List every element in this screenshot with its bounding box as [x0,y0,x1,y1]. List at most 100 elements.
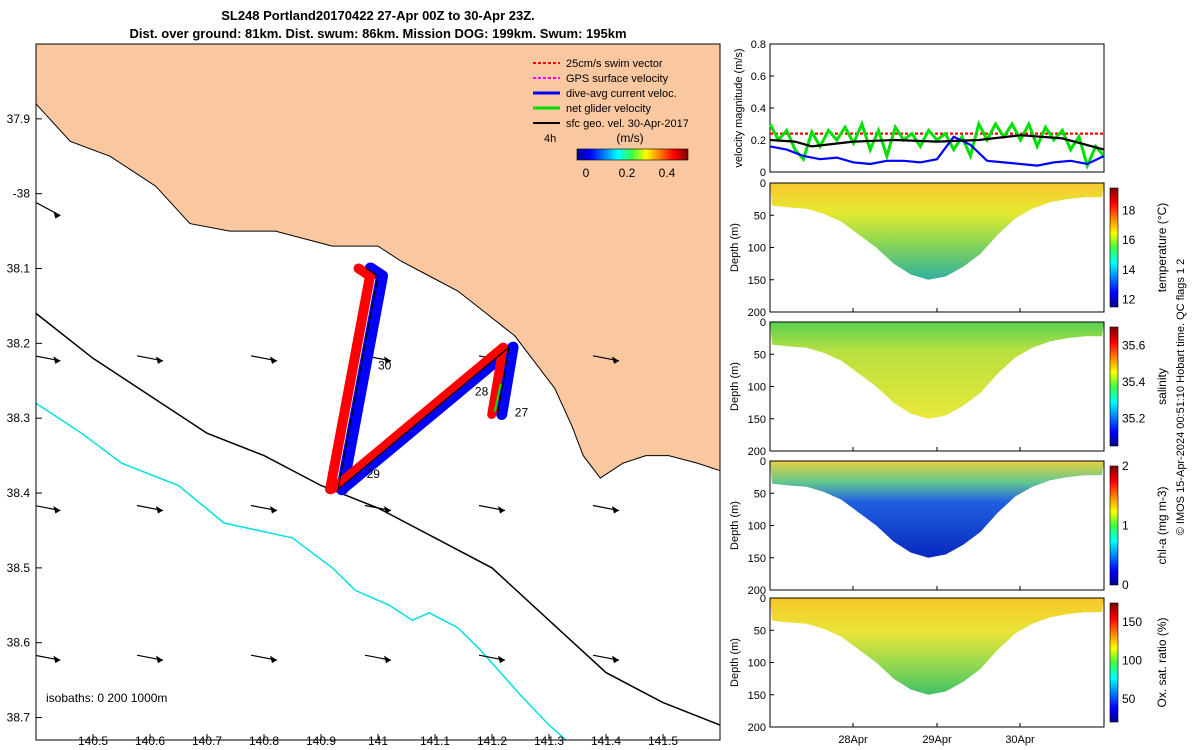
depth-tick-label: 50 [754,488,766,500]
geo-velocity-arrow [36,654,61,664]
velocity-y-tick-label: 0 [760,167,766,179]
map-x-tick-label: 141 [368,734,388,748]
map-colorbar-tick-2: 0.4 [659,166,676,180]
depth-tick-label: 200 [748,722,766,734]
colorbar-tick-label: 12 [1122,293,1136,307]
map-x-tick-label: 141.3 [534,734,564,748]
isobath-label: isobaths: 0 200 1000m [46,691,167,705]
geo-velocity-arrow [250,504,278,514]
depth-tick-label: 200 [748,585,766,597]
geo-velocity-arrow [592,504,620,514]
section-panel-salinity: 0 50 100 150 200 Depth (m) 35.2 35.4 35.6 salinit… [729,317,1169,458]
swim-vector-band [327,342,508,494]
geo-velocity-arrow [592,654,620,664]
date-label-28apr: 28Apr [838,734,868,746]
velocity-y-tick-label: 0.2 [751,135,766,147]
map-x-tick-label: 140.6 [135,734,165,748]
depth-tick-label: 200 [748,446,766,458]
velocity-y-tick-label: 0.4 [751,103,766,115]
map-y-tick-label: 38.1 [7,262,31,276]
map-x-tick-label: 140.8 [249,734,279,748]
geo-velocity-arrow [250,654,278,664]
map-x-tick-label: 140.5 [78,734,108,748]
map-colorbar [576,148,689,161]
dive-avg-current-band [336,341,519,495]
depth-tick-label: 150 [748,553,766,565]
legend-sfc-geo-velocity-label: sfc geo. vel. 30-Apr-2017 [566,118,689,130]
map-x-tick-label: 140.9 [306,734,336,748]
geo-velocity-arrow [36,355,61,364]
swim-vector-band [325,263,375,495]
map-colorbar-tick-0: 0 [583,166,590,180]
colorbar-tick-label: 0 [1122,578,1129,592]
colorbar-label: chl-a (mg m-3) [1155,486,1169,564]
depth-axis-label: Depth (m) [729,223,741,272]
colorbar-tick-label: 150 [1122,615,1142,629]
section-data-field [770,461,1104,558]
day-label: 29 [367,467,381,481]
legend-net-glider-velocity-label: net glider velocity [566,103,651,115]
velocity-y-tick-label: 0.6 [751,71,766,83]
map-y-tick-label: 38.7 [7,711,31,725]
colorbar-tick-label: 35.6 [1122,338,1146,352]
colorbar-tick-label: 100 [1122,654,1142,668]
land-area [36,44,720,479]
depth-tick-label: 50 [754,210,766,222]
section-data-field [770,598,1104,695]
track-day-labels: 27 28 29 30 [367,359,529,482]
map-x-tick-labels: 140.5 140.6 140.7 140.8 140.9 141 141.1 141.2 14… [78,734,678,748]
section-data-field [770,183,1104,280]
section-panel-chl-a: 0 50 100 150 200 Depth (m) 0 1 2 chl-a (mg m-3) [729,456,1169,597]
velocity-series [768,119,1106,171]
colorbar-label: salinity [1155,368,1169,405]
depth-tick-label: 0 [760,593,766,605]
velocity-y-tick-label: 0.8 [751,39,766,51]
velocity-panel: 0 0.2 0.4 0.6 0.8 velocity magnitude (m/s) [733,39,1106,179]
depth-axis-label: Depth (m) [729,501,741,550]
map-y-tick-labels: 37.9 -38 38.1 38.2 38.3 38.4 38.5 38.6 38.7 [7,112,42,725]
section-colorbar [1109,326,1119,447]
map-legend: 25cm/s swim vector GPS surface velocity … [533,58,689,180]
geo-velocity-arrow [364,504,392,514]
colorbar-tick-label: 16 [1122,233,1136,247]
geo-velocity-arrow [364,654,392,664]
colorbar-label: Ox. sat. ratio (%) [1155,617,1169,707]
geo-velocity-arrow [592,355,620,364]
colorbar-tick-label: 14 [1122,263,1136,277]
velocity-series-line [769,135,1105,167]
isobath-1000m [36,402,568,740]
depth-tick-label: 0 [760,317,766,329]
map-x-tick-label: 140.7 [192,734,222,748]
velocity-panel-frame [769,43,1105,173]
section-colorbar [1109,465,1119,586]
depth-tick-label: 0 [760,178,766,190]
map-x-tick-label: 141.4 [591,734,621,748]
section-panel-temperature: 0 50 100 150 200 Depth (m) 12 14 16 18 temperature… [729,178,1169,319]
legend-gps-velocity-label: GPS surface velocity [566,73,669,85]
depth-tick-label: 100 [748,243,766,255]
day-label: 28 [475,385,489,399]
depth-tick-label: 0 [760,456,766,468]
geo-velocity-arrow [250,355,278,364]
depth-axis-label: Depth (m) [729,638,741,687]
geo-velocity-arrow [478,654,506,664]
depth-tick-label: 100 [748,658,766,670]
map-x-tick-label: 141.1 [420,734,450,748]
map-y-tick-label: 38.4 [7,486,31,500]
section-data-field [770,322,1104,419]
legend-dive-avg-current-label: dive-avg current veloc. [566,88,677,100]
colorbar-tick-label: 35.2 [1122,412,1146,426]
depth-axis-label: Depth (m) [729,362,741,411]
depth-tick-label: 50 [754,349,766,361]
depth-tick-label: 150 [748,414,766,426]
geo-velocity-arrow [136,504,164,514]
day-label: 27 [515,406,529,420]
dive-avg-current-band [336,262,388,496]
geo-velocity-arrow [478,504,506,514]
geo-velocity-arrow [36,505,61,514]
period-label: 4h [544,133,556,145]
section-panel-oxygen-saturation: 0 50 100 150 200 Depth (m) 50 100 150 Ox. sat. ra… [729,593,1169,734]
colorbar-tick-label: 50 [1122,692,1136,706]
colorbar-tick-label: 1 [1122,519,1129,533]
